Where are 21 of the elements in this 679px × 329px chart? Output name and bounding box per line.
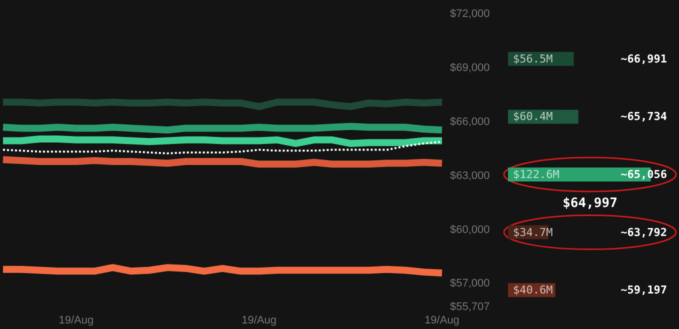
y-tick-label: $69,000 (450, 62, 490, 74)
y-tick-label: $72,000 (450, 8, 490, 20)
data-label: $56.5M (513, 52, 554, 66)
y-tick-label: ~59,197 (620, 284, 667, 297)
x-tick-label: 19/Aug (424, 314, 460, 326)
x-tick-label: 19/Aug (242, 314, 277, 326)
y-tick-label: ~66,991 (620, 52, 668, 66)
x-tick-label: 19/Aug (58, 314, 94, 326)
data-label: $122.6M (513, 168, 560, 181)
annotation: $64,997 (562, 196, 618, 211)
y-tick-label: $55,707 (450, 301, 490, 313)
line-series (2, 140, 443, 154)
y-tick-label: $63,000 (450, 170, 490, 182)
y-tick-label: ~65,734 (620, 110, 668, 124)
y-tick-label: ~63,792 (620, 226, 667, 239)
y-tick-label: $66,000 (450, 116, 490, 128)
y-tick-label: $60,000 (450, 224, 490, 236)
data-label: $60.4M (513, 110, 554, 124)
y-tick-label: $57,000 (450, 278, 490, 290)
data-label: $34.7M (513, 226, 554, 239)
data-label: $40.6M (513, 284, 554, 297)
